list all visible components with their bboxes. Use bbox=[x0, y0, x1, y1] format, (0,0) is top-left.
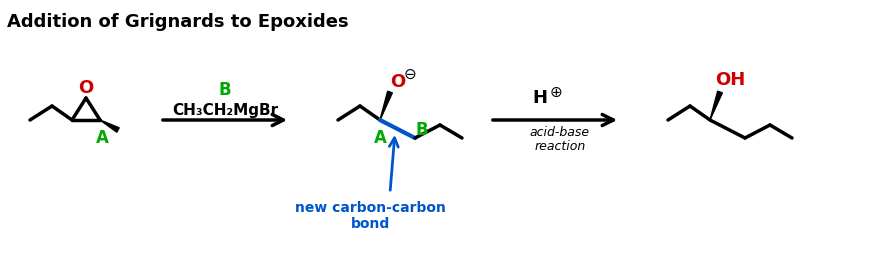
Text: B: B bbox=[415, 121, 429, 139]
Text: A: A bbox=[374, 129, 386, 147]
Text: O: O bbox=[78, 79, 93, 97]
Text: ⊖: ⊖ bbox=[404, 66, 416, 81]
Text: ⊕: ⊕ bbox=[550, 84, 562, 99]
Text: O: O bbox=[391, 73, 406, 91]
Text: A: A bbox=[96, 129, 108, 147]
Text: Addition of Grignards to Epoxides: Addition of Grignards to Epoxides bbox=[7, 13, 348, 31]
Text: OH: OH bbox=[715, 71, 745, 89]
Text: H: H bbox=[532, 89, 547, 107]
Text: new carbon-carbon: new carbon-carbon bbox=[295, 201, 445, 215]
Polygon shape bbox=[100, 120, 119, 132]
Text: CH₃CH₂MgBr: CH₃CH₂MgBr bbox=[172, 102, 278, 117]
Text: acid-base: acid-base bbox=[530, 125, 590, 139]
Polygon shape bbox=[380, 91, 392, 120]
Text: B: B bbox=[219, 81, 231, 99]
Polygon shape bbox=[710, 91, 722, 120]
Text: bond: bond bbox=[350, 217, 390, 231]
Text: reaction: reaction bbox=[534, 140, 585, 152]
